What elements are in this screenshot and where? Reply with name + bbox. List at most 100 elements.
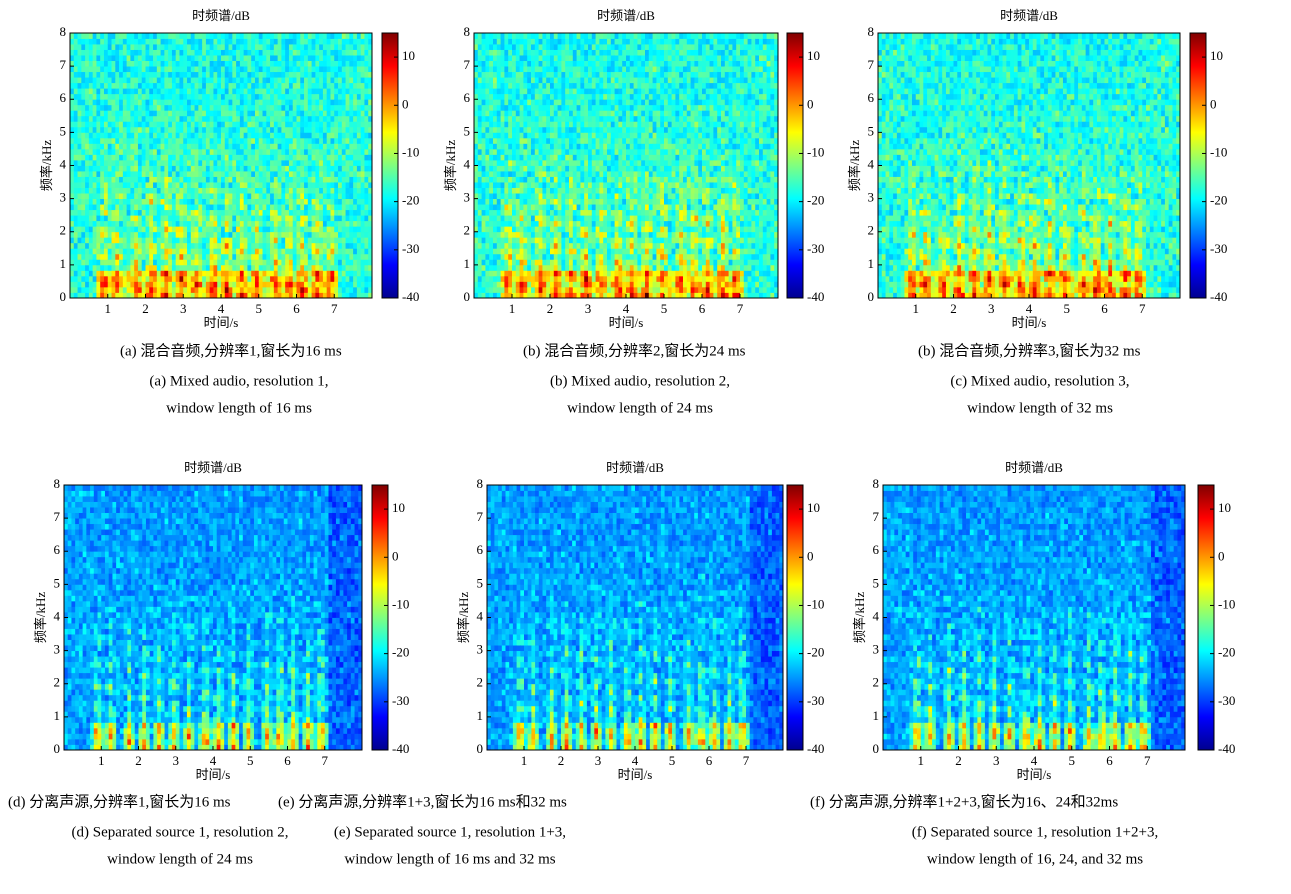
spectrogram-cell xyxy=(138,237,142,243)
spectrogram-cell xyxy=(304,232,308,238)
spectrogram-cell xyxy=(127,270,131,276)
spectrogram-cell xyxy=(315,160,319,166)
spectrogram-cell xyxy=(164,287,168,293)
spectrogram-cell xyxy=(353,138,357,144)
spectrogram-cell xyxy=(338,138,342,144)
spectrogram-cell xyxy=(198,254,202,260)
spectrogram-cell xyxy=(281,132,285,138)
spectrogram-cell xyxy=(93,50,97,56)
spectrogram-cell xyxy=(198,166,202,172)
spectrogram-cell xyxy=(146,99,150,105)
spectrogram-cell xyxy=(115,55,119,61)
spectrogram-cell xyxy=(338,61,342,67)
spectrogram-cell xyxy=(157,149,161,155)
spectrogram-cell xyxy=(342,121,346,127)
spectrogram-cell xyxy=(330,193,334,199)
spectrogram-cell xyxy=(198,61,202,67)
spectrogram-cell xyxy=(183,39,187,45)
spectrogram-cell xyxy=(172,33,176,39)
spectrogram-cell xyxy=(247,177,251,183)
spectrogram-cell xyxy=(85,99,89,105)
spectrogram-cell xyxy=(334,237,338,243)
spectrogram-cell xyxy=(270,83,274,89)
spectrogram-cell xyxy=(149,116,153,122)
spectrogram-cell xyxy=(157,254,161,260)
spectrogram-cell xyxy=(134,143,138,149)
spectrogram-cell xyxy=(349,149,353,155)
spectrogram-cell xyxy=(179,204,183,210)
spectrogram-cell xyxy=(108,193,112,199)
spectrogram-cell xyxy=(187,105,191,111)
spectrogram-cell xyxy=(187,182,191,188)
spectrogram-cell xyxy=(191,61,195,67)
spectrogram-cell xyxy=(315,281,319,287)
spectrogram-cell xyxy=(319,39,323,45)
spectrogram-cell xyxy=(217,210,221,216)
spectrogram-cell xyxy=(334,193,338,199)
spectrogram-cell xyxy=(138,61,142,67)
spectrogram-cell xyxy=(308,160,312,166)
spectrogram-cell xyxy=(232,55,236,61)
spectrogram-cell xyxy=(244,177,248,183)
spectrogram-cell xyxy=(327,188,331,194)
spectrogram-cell xyxy=(274,39,278,45)
spectrogram-cell xyxy=(183,276,187,282)
spectrogram-cell xyxy=(225,232,229,238)
spectrogram-cell xyxy=(266,232,270,238)
spectrogram-cell xyxy=(225,254,229,260)
spectrogram-cell xyxy=(187,259,191,265)
spectrogram-cell xyxy=(259,99,263,105)
spectrogram-cell xyxy=(119,132,123,138)
spectrogram-cell xyxy=(168,99,172,105)
spectrogram-cell xyxy=(319,188,323,194)
spectrogram-cell xyxy=(293,121,297,127)
spectrogram-cell xyxy=(285,138,289,144)
spectrogram-cell xyxy=(281,259,285,265)
spectrogram-cell xyxy=(323,265,327,271)
spectrogram-cell xyxy=(213,204,217,210)
spectrogram-cell xyxy=(123,177,127,183)
spectrogram-cell xyxy=(176,276,180,282)
spectrogram-cell xyxy=(236,160,240,166)
spectrogram-cell xyxy=(338,237,342,243)
spectrogram-cell xyxy=(179,154,183,160)
spectrogram-cell xyxy=(274,160,278,166)
spectrogram-cell xyxy=(327,66,331,72)
spectrogram-cell xyxy=(74,248,78,254)
spectrogram-cell xyxy=(187,287,191,293)
spectrogram-cell xyxy=(342,39,346,45)
spectrogram-cell xyxy=(255,281,259,287)
spectrogram-cell xyxy=(300,77,304,83)
spectrogram-cell xyxy=(123,237,127,243)
spectrogram-cell xyxy=(119,50,123,56)
spectrogram-cell xyxy=(78,204,82,210)
spectrogram-cell xyxy=(270,72,274,78)
spectrogram-cell xyxy=(323,199,327,205)
spectrogram-cell xyxy=(172,281,176,287)
spectrogram-cell xyxy=(308,226,312,232)
spectrogram-cell xyxy=(323,77,327,83)
spectrogram-cell xyxy=(104,199,108,205)
spectrogram-cell xyxy=(100,110,104,116)
spectrogram-cell xyxy=(157,88,161,94)
spectrogram-cell xyxy=(138,182,142,188)
spectrogram-cell xyxy=(327,177,331,183)
spectrogram-cell xyxy=(146,127,150,133)
spectrogram-cell xyxy=(206,83,210,89)
spectrogram-cell xyxy=(274,237,278,243)
spectrogram-cell xyxy=(293,50,297,56)
spectrogram-cell xyxy=(172,259,176,265)
spectrogram-cell xyxy=(323,61,327,67)
spectrogram-cell xyxy=(281,154,285,160)
spectrogram-cell xyxy=(104,177,108,183)
spectrogram-cell xyxy=(100,94,104,100)
spectrogram-cell xyxy=(240,149,244,155)
spectrogram-cell xyxy=(255,121,259,127)
spectrogram-cell xyxy=(78,248,82,254)
spectrogram-cell xyxy=(308,248,312,254)
spectrogram-cell xyxy=(78,44,82,50)
spectrogram-cell xyxy=(210,193,214,199)
spectrogram-cell xyxy=(187,121,191,127)
spectrogram-cell xyxy=(323,193,327,199)
spectrogram-cell xyxy=(74,138,78,144)
